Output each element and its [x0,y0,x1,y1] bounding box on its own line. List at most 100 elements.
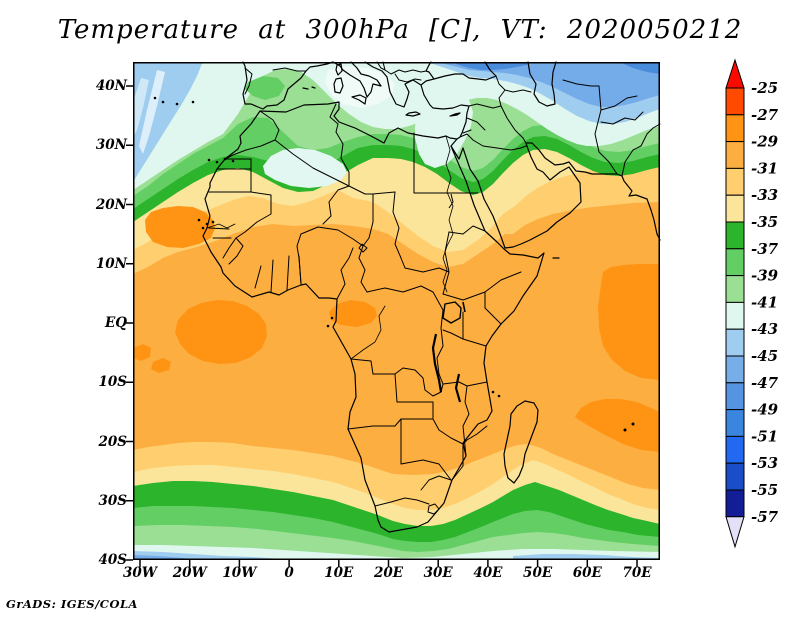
corsica [335,63,343,76]
colorbar-arrow-top [725,58,745,89]
colorbar-label: -55 [751,481,778,499]
colorbar-segment [725,301,745,330]
sardinia [333,77,344,94]
colorbar-segment [725,489,745,518]
colorbar-label: -33 [751,186,778,204]
colorbar-label: -41 [751,293,778,311]
x-axis-label: 20E [373,565,404,581]
lake-victoria [442,301,462,324]
x-axis-label: 20W [172,565,207,581]
crete [405,111,421,117]
colorbar-segment [725,114,745,143]
blacksea-coastline [420,61,497,86]
colorbar-label: -45 [751,347,778,365]
band-north-palecyan [133,62,660,190]
x-axis-label: 70E [622,565,652,581]
colorbar-segment [725,462,745,491]
colorbar-label: -35 [751,213,778,231]
x-axis-label: 10E [324,565,354,581]
x-axis-label: 60E [572,565,602,581]
lake-tanganyika [431,333,443,393]
x-axis-label: 30W [123,565,157,581]
x-axis-label: 10W [222,565,257,581]
page-title: Temperature at 300hPa [C], VT: 202005021… [57,15,743,45]
caspian-sea [527,61,557,107]
lake-chad [358,243,368,253]
y-axis-label: 20N [95,196,127,213]
cyprus [449,112,461,117]
sicily [351,94,367,105]
colorbar-label: -31 [751,159,778,177]
atlantic-streak-1 [133,78,149,138]
lake-turkana [462,301,466,313]
country-borders [208,61,661,515]
balearics [302,86,316,90]
lakes [358,193,466,403]
map-frame [133,62,660,560]
y-axis-label: 10S [98,374,127,391]
med-white-core [325,66,395,108]
colorbar-label: -47 [751,374,779,392]
italy-coastline [332,61,382,98]
nile-river [442,135,454,293]
balkans-greece-coastline [364,61,470,140]
y-axis-label: 40S [98,552,127,568]
colorbar-segment [725,194,745,223]
warm-patches [133,206,660,452]
band-north-mediumblue [433,62,660,107]
colorbar-segment [725,435,745,464]
colorbar-segment [725,275,745,303]
iberia-france-coastline [242,61,334,110]
y-axis-label: 30N [95,137,127,154]
y-axis-label: 40N [95,78,127,94]
colorbar-segment [725,409,745,437]
contour-fills [133,62,660,560]
colorbar-segment [725,382,745,411]
x-axis-label: 40E [473,565,503,581]
colorbar-segment [725,221,745,250]
x-axis-label: 30E [423,565,453,581]
lake-malawi [454,373,462,403]
y-axis-label: EQ [104,315,127,331]
colorbar-segment [725,248,745,277]
colorbar-label: -53 [751,454,778,472]
x-axis-label: 50E [523,565,553,581]
colorbar-label: -57 [751,508,779,526]
colorbar-segment [725,87,745,116]
colorbar-label: -25 [751,79,778,97]
madagascar-coastline [503,400,539,484]
band-north-deepblue-corner [619,62,660,74]
band-north-deepblue-blacksea [451,62,533,70]
colorbar-arrow-bottom [725,516,745,549]
colorbar-label: -39 [751,267,779,285]
y-axis-label: 30S [98,492,127,509]
colorbar-label: -27 [751,106,779,124]
lake-nasser [448,193,454,209]
congo-river [350,305,386,360]
axis-ticks [126,85,638,567]
iberia-mediumgreen-patch [245,76,285,100]
senegal-river [206,223,236,229]
colorbar-label: -37 [751,240,779,258]
arabia-coastline [450,142,582,249]
y-axis-label: 10N [95,255,127,272]
colorbar: -25 -27 -29 -31 -33 -35 -37 -39 -41 -43 -45 -47 -49 -… [725,58,779,549]
band-north-lightblue-west [133,62,203,182]
y-axis-label: 20S [98,433,127,450]
temperature-map [126,61,661,567]
colorbar-label: -29 [751,133,779,151]
colorbar-label: -49 [751,401,779,419]
colorbar-segment [725,167,745,196]
colorbar-segment [725,328,745,357]
x-axis-label: 0 [284,565,294,581]
algeria-palecyan-blob [263,148,347,188]
colorbar-label: -51 [751,427,778,445]
colorbar-segment [725,355,745,384]
colorbar-label: -43 [751,320,778,338]
rivers [206,135,454,360]
colorbar-segment [725,141,745,169]
atlantic-streak-2 [139,70,165,154]
island-dots [153,96,635,432]
africa-coastline [202,101,545,533]
